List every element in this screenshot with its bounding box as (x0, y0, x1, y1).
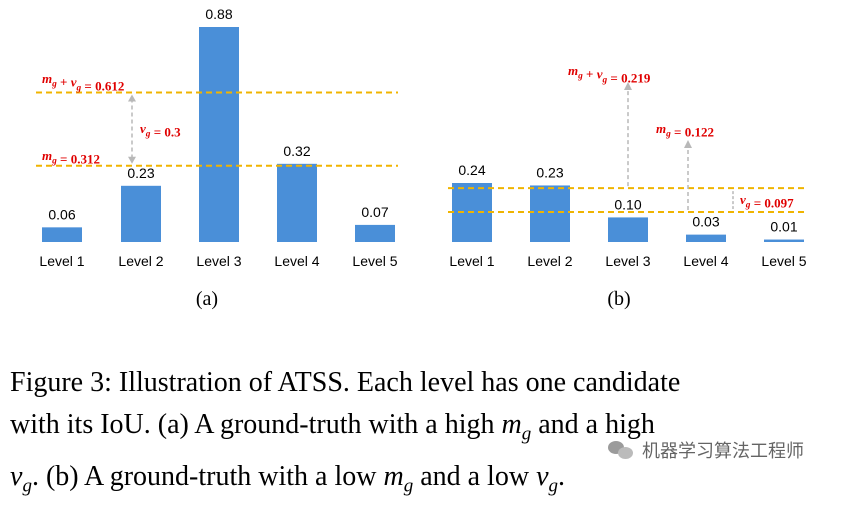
panel-label: (b) (607, 288, 630, 310)
bar (764, 239, 804, 242)
wechat-logo-icon (608, 439, 634, 461)
reference-line-label: mg = 0.122 (656, 121, 714, 140)
caption-text: with its IoU. (a) A ground-truth with a … (10, 409, 502, 440)
reference-line-label: vg = 0.097 (740, 192, 794, 211)
caption-math-mg: mg (501, 409, 532, 445)
x-tick-label: Level 3 (605, 253, 650, 269)
bar (686, 234, 726, 242)
caption-text: . (558, 460, 565, 492)
caption-math-vg: vg (536, 460, 558, 497)
caption-line-2: with its IoU. (a) A ground-truth with a … (10, 404, 838, 456)
arrow-head-icon (128, 94, 136, 102)
caption-line-3: vg. (b) A ground-truth with a low mg and… (10, 456, 838, 507)
x-tick-label: Level 3 (196, 253, 241, 269)
arrow-head-icon (684, 140, 692, 148)
bar (355, 224, 395, 242)
figure-charts: 0.06 Level 1 0.23 Level 2 0.88 Level 3 0.32 Lev… (36, 6, 807, 310)
caption-text: . (b) A ground-truth with a low (31, 460, 384, 492)
x-tick-label: Level 1 (449, 253, 494, 269)
bar (530, 185, 570, 242)
bar (42, 227, 82, 242)
bar-value-label: 0.23 (127, 165, 154, 181)
x-tick-label: Level 4 (274, 253, 319, 269)
arrow-head-icon (624, 82, 632, 90)
bar-value-label: 0.23 (536, 164, 563, 180)
x-tick-label: Level 4 (683, 253, 728, 269)
bar-value-label: 0.07 (361, 204, 388, 220)
bar (199, 27, 239, 242)
caption-math-mg: mg (383, 460, 414, 497)
x-tick-label: Level 2 (118, 253, 163, 269)
bar-value-label: 0.32 (283, 143, 310, 159)
x-tick-label: Level 5 (761, 253, 806, 269)
reference-line-label: mg = 0.312 (42, 148, 100, 167)
bar-value-label: 0.10 (614, 196, 641, 212)
arrow-head-icon (128, 156, 136, 164)
reference-line-label: mg + vg = 0.219 (568, 63, 651, 85)
x-tick-label: Level 2 (527, 253, 572, 269)
caption-text: and a high (531, 409, 655, 440)
bar-value-label: 0.88 (205, 6, 232, 22)
bar-value-label: 0.01 (770, 219, 797, 235)
bar-value-label: 0.03 (692, 214, 719, 230)
reference-line-label: vg = 0.3 (140, 121, 181, 140)
caption-line-1: Figure 3: Illustration of ATSS. Each lev… (10, 367, 681, 398)
caption-text: and a low (413, 460, 537, 492)
reference-line-label: mg + vg = 0.612 (42, 71, 124, 93)
bar (121, 185, 161, 242)
watermark-text: 机器学习算法工程师 (642, 441, 804, 462)
x-tick-label: Level 5 (352, 253, 397, 269)
caption-math-vg: vg (10, 460, 32, 497)
watermark: 机器学习算法工程师 (608, 437, 804, 463)
figure-caption: Figure 3: Illustration of ATSS. Each lev… (10, 362, 838, 507)
panel-label: (a) (196, 288, 218, 310)
bar-value-label: 0.06 (48, 206, 75, 222)
bar (608, 217, 648, 242)
x-tick-label: Level 1 (39, 253, 84, 269)
bar-value-label: 0.24 (458, 162, 485, 178)
bar (277, 163, 317, 242)
